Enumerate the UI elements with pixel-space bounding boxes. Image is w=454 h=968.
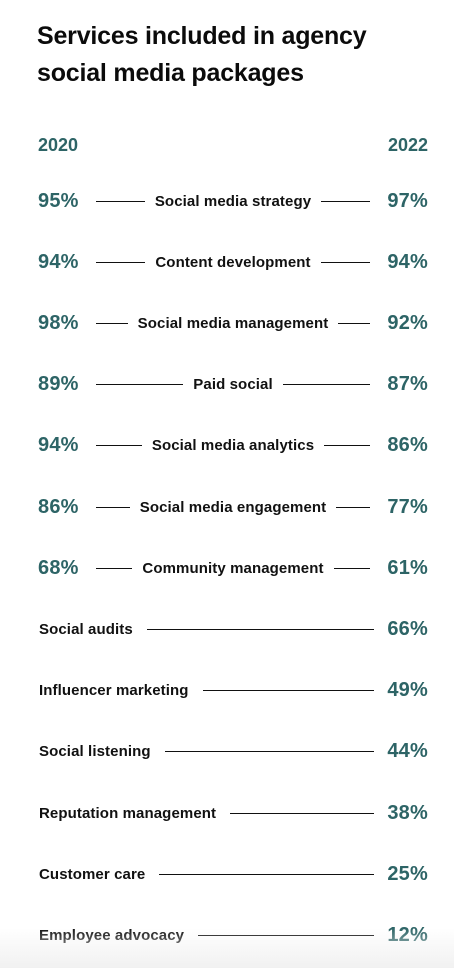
chart-row: Reputation management 38% — [38, 799, 428, 827]
service-label: Reputation management — [39, 804, 217, 822]
value-2022: 44% — [387, 740, 428, 763]
value-2022: 87% — [387, 373, 429, 396]
chart-row: 89% Paid social 87% — [38, 371, 428, 399]
chart-row: 94% Content development 94% — [38, 248, 428, 276]
value-2022: 12% — [387, 923, 428, 946]
connector-line — [198, 934, 374, 936]
value-2022: 97% — [387, 189, 428, 212]
connector-line — [96, 445, 142, 447]
connector-line — [333, 567, 371, 569]
chart-row: 94% Social media analytics 86% — [38, 432, 428, 460]
value-2022: 25% — [387, 862, 428, 885]
service-label: Social audits — [39, 620, 133, 638]
service-label: Content development — [155, 253, 311, 271]
connector-line — [320, 261, 370, 263]
service-label: Social media analytics — [151, 437, 315, 455]
connector-line — [282, 384, 371, 386]
connector-line — [159, 873, 374, 875]
value-2022: 92% — [387, 311, 429, 334]
connector-line — [324, 445, 370, 447]
value-2020: 89% — [38, 373, 79, 396]
value-2020: 98% — [38, 311, 79, 334]
chart-title: Services included in agency social media… — [37, 22, 367, 87]
value-2022: 49% — [387, 679, 428, 702]
connector-line — [96, 384, 184, 386]
connector-line — [338, 322, 371, 324]
connector-line — [202, 690, 374, 692]
service-label: Customer care — [39, 865, 146, 883]
service-label: Social media strategy — [154, 192, 312, 210]
chart-row: 95% Social media strategy 97% — [38, 187, 428, 215]
chart-row: Influencer marketing 49% — [38, 677, 428, 705]
connector-line — [164, 751, 374, 753]
service-label: Social media engagement — [139, 498, 327, 516]
value-2022: 61% — [387, 556, 429, 579]
value-2022: 94% — [387, 250, 428, 273]
connector-line — [321, 200, 370, 202]
value-2020: 94% — [38, 250, 79, 273]
connector-line — [96, 261, 146, 263]
chart-row: 68% Community management 61% — [38, 554, 428, 582]
value-2022: 77% — [387, 495, 428, 518]
chart-row: Customer care 25% — [38, 860, 428, 888]
service-label: Community management — [142, 559, 324, 577]
connector-line — [336, 506, 370, 508]
value-2022: 38% — [387, 801, 428, 824]
connector-line — [96, 200, 145, 202]
value-2022: 66% — [387, 617, 428, 640]
value-2020: 68% — [38, 556, 79, 579]
connector-line — [230, 812, 374, 814]
chart-row: 98% Social media management 92% — [38, 309, 428, 337]
connector-line — [96, 322, 128, 324]
service-label: Paid social — [193, 376, 273, 394]
column-header-2022: 2022 — [387, 135, 428, 155]
chart-row: Employee advocacy 12% — [38, 921, 428, 949]
column-header-2020: 2020 — [38, 135, 79, 155]
value-2020: 94% — [38, 434, 79, 457]
connector-line — [96, 506, 130, 508]
service-label: Social listening — [39, 743, 151, 761]
chart-row: Social listening 44% — [38, 738, 428, 766]
value-2020: 86% — [38, 495, 79, 518]
value-2022: 86% — [387, 434, 428, 457]
chart-row: Social audits 66% — [38, 615, 428, 643]
service-label: Influencer marketing — [39, 682, 189, 700]
connector-line — [96, 567, 133, 569]
value-2020: 95% — [38, 189, 79, 212]
service-label: Employee advocacy — [39, 926, 185, 944]
service-label: Social media management — [137, 314, 329, 332]
chart-row: 86% Social media engagement 77% — [38, 493, 428, 521]
connector-line — [146, 628, 374, 630]
